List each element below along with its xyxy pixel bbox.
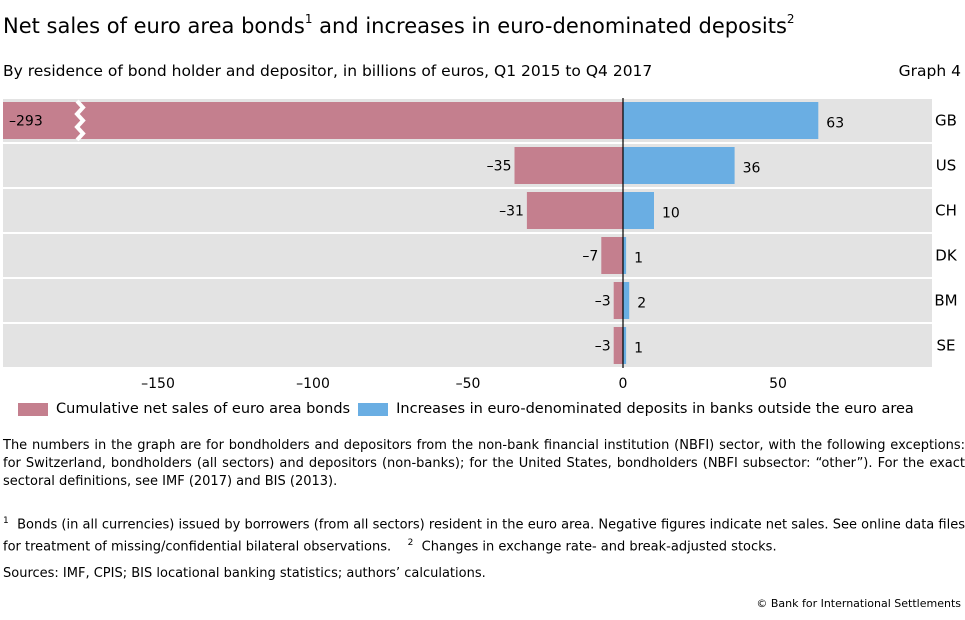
row-background-se — [3, 324, 932, 367]
bar-deposits-us — [623, 147, 735, 184]
row-background-dk — [3, 234, 932, 277]
axis-break-mark — [74, 99, 86, 142]
value-label-deposits-bm: 2 — [637, 296, 646, 312]
chart-subtitle: By residence of bond holder and deposito… — [3, 62, 653, 80]
footnotes: 1 Bonds (in all currencies) issued by bo… — [3, 512, 965, 557]
x-tick-label: –50 — [456, 376, 481, 392]
legend-swatch-bonds — [18, 402, 48, 416]
bar-deposits-gb — [623, 102, 819, 139]
footnote-1-mark: 1 — [3, 516, 9, 526]
category-label-dk: DK — [935, 247, 958, 265]
row-background-us — [3, 144, 932, 187]
legend-item-deposits: Increases in euro-denominated deposits i… — [358, 401, 914, 417]
value-label-deposits-gb: 63 — [826, 116, 844, 132]
bar-bonds-dk — [601, 237, 623, 274]
bar-deposits-ch — [623, 192, 654, 229]
bar-deposits-se — [623, 327, 627, 364]
category-label-gb: GB — [935, 112, 957, 130]
value-label-bonds-ch: –31 — [499, 204, 524, 220]
bar-bonds-ch — [526, 192, 623, 229]
legend-swatch-deposits — [358, 402, 389, 416]
bar-chart: –293 63 GB–35 36 US–31 10 CH–7 1 DK–3 2 BM–3 1 SE–15… — [3, 98, 958, 392]
value-label-bonds-se: –3 — [595, 339, 611, 355]
bar-bonds-gb — [3, 102, 623, 139]
x-tick-label: 50 — [769, 376, 787, 392]
value-label-bonds-dk: –7 — [582, 249, 598, 265]
sources-note: Sources: IMF, CPIS; BIS locational banki… — [3, 566, 486, 581]
legend-label-bonds: Cumulative net sales of euro area bonds — [56, 401, 351, 417]
value-label-bonds-bm: –3 — [595, 294, 611, 310]
footnote-2-text: Changes in exchange rate- and break-adju… — [421, 539, 777, 555]
bar-bonds-bm — [613, 282, 623, 319]
bar-bonds-us — [514, 147, 623, 184]
bar-deposits-bm — [623, 282, 630, 319]
explanatory-note: The numbers in the graph are for bondhol… — [3, 438, 965, 489]
value-label-deposits-se: 1 — [634, 341, 643, 357]
category-label-ch: CH — [935, 202, 957, 220]
footnote-2-mark: 2 — [407, 538, 414, 549]
category-label-bm: BM — [934, 292, 957, 310]
title-footnote-2: 2 — [786, 12, 795, 26]
title-text-2: and increases in euro-denominated deposi… — [312, 14, 787, 38]
x-tick-label: –100 — [296, 376, 330, 392]
graph-number: Graph 4 — [898, 62, 961, 80]
footnote-1-text: Bonds (in all currencies) issued by borr… — [3, 517, 965, 555]
row-background-ch — [3, 189, 932, 232]
value-label-deposits-ch: 10 — [662, 206, 680, 222]
legend-label-deposits: Increases in euro-denominated deposits i… — [396, 401, 914, 417]
row-background-bm — [3, 279, 932, 322]
title-footnote-1: 1 — [304, 12, 313, 26]
chart-title: Net sales of euro area bonds1 and increa… — [3, 12, 795, 38]
value-label-bonds-us: –35 — [487, 159, 512, 175]
category-label-se: SE — [937, 337, 956, 355]
value-label-bonds-gb: –293 — [9, 114, 43, 130]
legend: Cumulative net sales of euro area bonds … — [18, 401, 922, 417]
category-label-us: US — [936, 157, 957, 175]
legend-item-bonds: Cumulative net sales of euro area bonds — [18, 401, 350, 417]
title-text: Net sales of euro area bonds — [3, 14, 305, 38]
bar-bonds-se — [613, 327, 623, 364]
x-tick-label: –150 — [141, 376, 175, 392]
x-tick-label: 0 — [619, 376, 628, 392]
bar-deposits-dk — [623, 237, 627, 274]
value-label-deposits-us: 36 — [743, 161, 761, 177]
value-label-deposits-dk: 1 — [634, 251, 643, 267]
copyright: © Bank for International Settlements — [756, 597, 961, 610]
